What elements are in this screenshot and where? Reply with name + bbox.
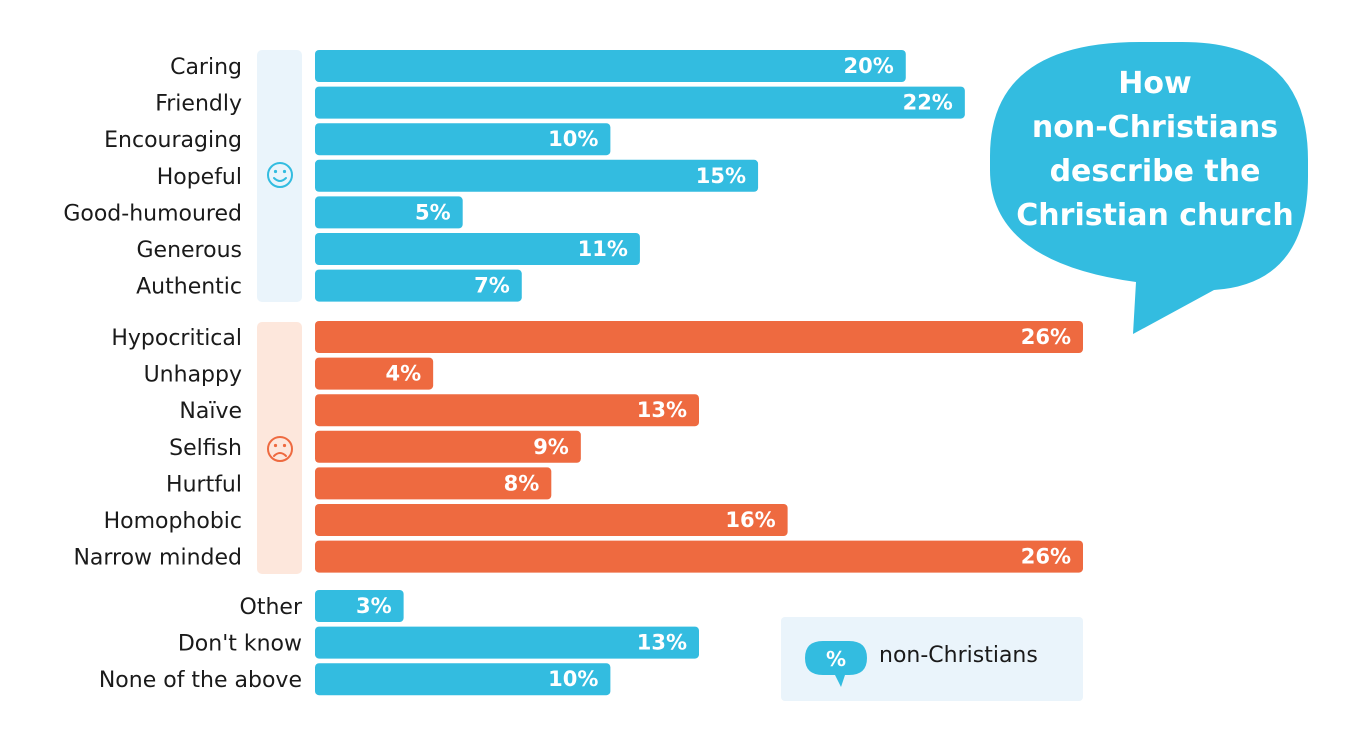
value-label: 10% [548,127,598,151]
bubble-line: Christian church [1016,198,1294,233]
bubble-line: How [1118,66,1192,101]
value-label: 11% [578,237,628,261]
category-label: Generous [137,238,243,263]
category-label: Homophobic [104,509,242,534]
category-label: Don't know [178,632,302,657]
value-label: 16% [725,508,775,532]
value-label: 22% [903,91,953,115]
legend-speech-badge-icon [805,641,867,687]
value-label: 10% [548,667,598,691]
category-label: Caring [170,55,242,80]
bubble-title: How non-Christians describe the Christia… [1000,62,1310,238]
category-label: Narrow minded [73,546,242,571]
category-label: None of the above [99,668,302,693]
bar-generous [315,233,640,265]
bar-friendly [315,86,965,119]
value-label: 13% [637,398,687,422]
value-label: 4% [385,362,421,386]
category-label: Unhappy [144,363,242,388]
bar-na-ve [315,394,699,427]
value-label: 26% [1021,325,1071,349]
category-label: Hypocritical [111,326,242,351]
sad-face-icon [267,436,293,462]
bubble-line: non-Christians [1031,110,1279,145]
category-label: Other [240,595,303,620]
bar-caring [315,50,906,82]
legend-badge-text: % [825,647,847,671]
value-label: 15% [696,164,746,188]
smiley-face-icon [267,162,293,188]
value-label: 20% [844,54,894,78]
category-label: Good-humoured [63,201,242,226]
value-label: 13% [637,631,687,655]
category-label: Naïve [179,399,242,424]
category-label: Hopeful [157,165,242,190]
legend-label: non-Christians [879,643,1038,668]
positive-group-band [257,50,302,302]
bar-good-humoured [315,196,463,229]
bar-hopeful [315,159,759,192]
bar-encouraging [315,123,611,156]
legend: % non-Christians [781,617,1083,701]
negative-group-band [257,322,302,574]
value-label: 26% [1021,545,1071,569]
bar-homophobic [315,504,788,536]
bar-authentic [315,269,522,302]
value-label: 7% [474,274,510,298]
bar-hurtful [315,467,552,500]
bubble-line: describe the [1049,154,1261,189]
value-label: 3% [356,594,392,618]
category-label: Friendly [155,92,242,117]
bar-don-t-know [315,626,699,659]
bar-selfish [315,430,581,463]
value-label: 9% [533,435,569,459]
bar-other [315,590,404,622]
category-label: Authentic [136,275,242,300]
category-label: Selfish [169,436,242,461]
bar-hypocritical [315,321,1083,353]
category-label: Hurtful [166,472,242,497]
value-label: 8% [504,471,540,495]
value-label: 5% [415,200,451,224]
bars-layer: 20% Caring 22% Friendly 10% Encouraging 15% Hop… [63,50,1083,696]
bar-none-of-the-above [315,663,611,696]
bar-narrow-minded [315,540,1083,573]
bar-unhappy [315,357,434,390]
category-label: Encouraging [104,128,242,153]
speech-bubble [990,42,1308,334]
